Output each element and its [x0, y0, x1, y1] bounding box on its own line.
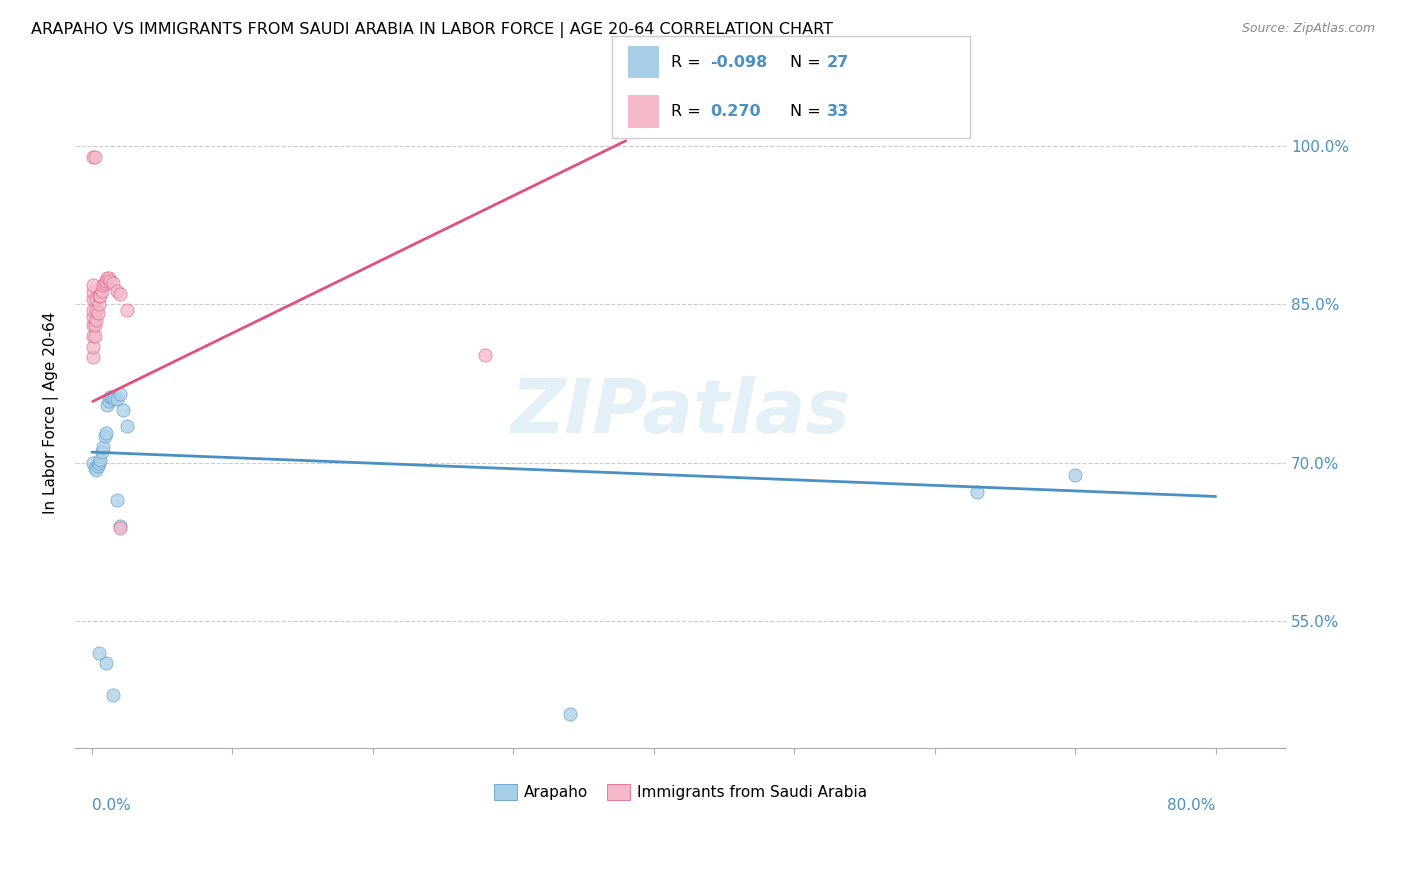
Point [101, 688, 124, 702]
Point [86, 306, 108, 320]
Point [94, 274, 117, 288]
Point [115, 302, 138, 317]
Point [89, 452, 111, 467]
Text: N =: N = [790, 104, 827, 119]
Point [558, 706, 581, 721]
Text: 27: 27 [827, 55, 849, 70]
Point [87, 646, 110, 660]
Point [87, 289, 110, 303]
Point [84, 463, 107, 477]
Point [90, 284, 112, 298]
Point [89, 289, 111, 303]
Point [115, 418, 138, 433]
Point [96, 271, 118, 285]
Text: ZIPatlas: ZIPatlas [510, 376, 851, 449]
Point [87, 456, 110, 470]
Point [97, 271, 120, 285]
Point [105, 284, 128, 298]
Point [84, 313, 107, 327]
Point [82, 318, 104, 333]
Text: 33: 33 [827, 104, 849, 119]
Point [93, 429, 115, 443]
Point [108, 519, 131, 533]
Point [100, 390, 122, 404]
Point [93, 277, 115, 291]
Text: -0.098: -0.098 [710, 55, 768, 70]
Point [96, 398, 118, 412]
Point [84, 302, 107, 317]
Point [82, 340, 104, 354]
Point [98, 390, 121, 404]
Point [82, 310, 104, 324]
Point [86, 458, 108, 473]
Point [82, 329, 104, 343]
Point [82, 278, 104, 293]
Text: R =: R = [671, 104, 710, 119]
Text: ARAPAHO VS IMMIGRANTS FROM SAUDI ARABIA IN LABOR FORCE | AGE 20-64 CORRELATION C: ARAPAHO VS IMMIGRANTS FROM SAUDI ARABIA … [31, 22, 832, 38]
Point [83, 461, 105, 475]
Text: R =: R = [671, 55, 706, 70]
Point [83, 150, 105, 164]
Point [82, 150, 104, 164]
Legend: Arapaho, Immigrants from Saudi Arabia: Arapaho, Immigrants from Saudi Arabia [494, 784, 868, 800]
Point [966, 485, 988, 500]
Point [98, 274, 121, 288]
Point [84, 292, 107, 306]
Point [94, 657, 117, 671]
Point [90, 445, 112, 459]
Text: Source: ZipAtlas.com: Source: ZipAtlas.com [1241, 22, 1375, 36]
Point [111, 403, 134, 417]
Point [474, 348, 496, 362]
Point [82, 285, 104, 299]
Point [83, 329, 105, 343]
Text: 0.0%: 0.0% [91, 798, 131, 814]
Point [108, 387, 131, 401]
Point [87, 297, 110, 311]
Point [108, 286, 131, 301]
Point [82, 292, 104, 306]
Point [83, 318, 105, 333]
Point [94, 426, 117, 441]
Point [82, 302, 104, 317]
Text: 0.270: 0.270 [710, 104, 761, 119]
Point [82, 456, 104, 470]
Point [103, 392, 125, 407]
Text: 80.0%: 80.0% [1167, 798, 1216, 814]
Point [108, 521, 131, 535]
Text: N =: N = [790, 55, 827, 70]
Point [91, 278, 114, 293]
Point [91, 440, 114, 454]
Point [101, 277, 124, 291]
Point [82, 350, 104, 364]
Point [97, 394, 120, 409]
Point [105, 492, 128, 507]
Point [1064, 468, 1087, 483]
Y-axis label: In Labor Force | Age 20-64: In Labor Force | Age 20-64 [44, 311, 59, 514]
Point [105, 392, 128, 407]
